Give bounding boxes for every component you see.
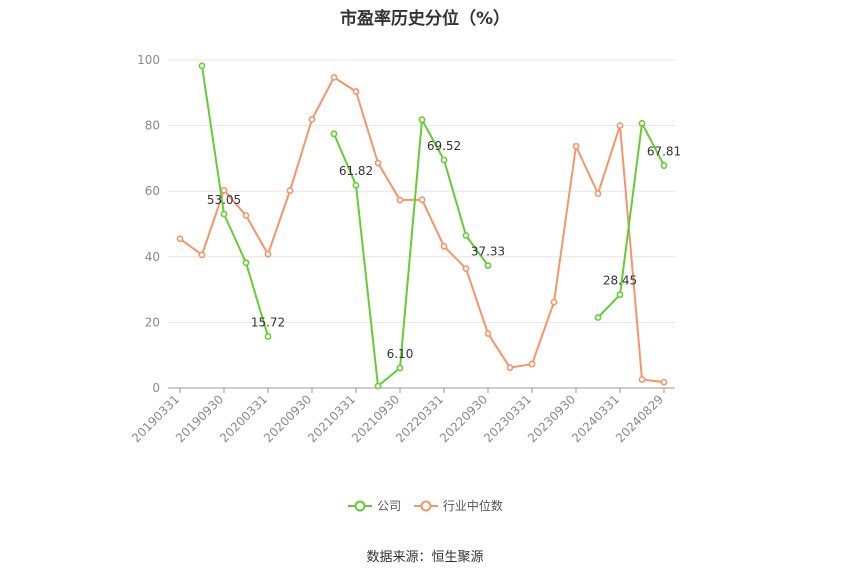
- y-tick-label-80: 80: [145, 119, 160, 133]
- y-tick-label-20: 20: [145, 315, 160, 329]
- data-label-company-20220331: 69.52: [427, 139, 461, 153]
- point-industry-median-20200930: [308, 115, 316, 123]
- point-company-20200331: [264, 333, 272, 340]
- legend-swatch-industry-median: [413, 500, 438, 511]
- point-industry-median-20220930: [484, 330, 492, 337]
- point-industry-median-20230630: [550, 298, 558, 306]
- legend-label-industry-median: 行业中位数: [442, 499, 503, 513]
- point-industry-median-20220630: [462, 265, 470, 273]
- point-company-20201231: [330, 130, 338, 138]
- legend-label-company: 公司: [377, 499, 402, 513]
- point-industry-median-20230930: [572, 142, 580, 150]
- point-industry-median-20201231: [330, 73, 338, 81]
- data-label-company-20220930: 37.33: [471, 245, 505, 259]
- point-industry-median-20190331: [176, 235, 184, 243]
- point-industry-median-20230331: [528, 360, 536, 368]
- y-tick-label-60: 60: [145, 184, 160, 198]
- data-label-company-20190930: 53.05: [207, 193, 241, 207]
- point-company-20220930: [484, 262, 492, 269]
- point-industry-median-20221231: [506, 364, 514, 372]
- point-company-20211231: [418, 116, 426, 124]
- point-company-20210630: [374, 382, 382, 390]
- chart-plot: 0204060801002019033120190930202003312020…: [129, 53, 681, 445]
- point-industry-median-20231231: [594, 190, 602, 197]
- y-tick-label-40: 40: [145, 250, 160, 264]
- data-label-company-20200331: 15.72: [251, 315, 285, 329]
- point-industry-median-20240331: [616, 122, 624, 129]
- point-industry-median-20190630: [198, 251, 206, 259]
- point-company-20191231: [242, 259, 250, 267]
- y-tick-label-100: 100: [137, 53, 160, 67]
- series-line-company-0: [201, 65, 269, 337]
- point-industry-median-20210930: [396, 196, 404, 204]
- legend-swatch-company: [348, 500, 373, 511]
- point-industry-median-20220331: [440, 242, 448, 250]
- point-industry-median-20200630: [286, 187, 294, 194]
- point-company-20210930: [396, 364, 404, 372]
- chart-title: 市盈率历史分位（%）: [339, 9, 511, 29]
- point-industry-median-20240829: [660, 378, 668, 386]
- point-industry-median-20240630: [638, 376, 646, 383]
- point-company-20240331: [616, 291, 624, 299]
- x-tick-label-20240829: 20240829: [613, 392, 666, 445]
- point-company-20210331: [352, 181, 360, 189]
- source-note: 数据来源：恒生聚源: [366, 550, 484, 565]
- point-company-20190630: [198, 62, 206, 70]
- legend-item-industry-median[interactable]: 行业中位数: [413, 497, 503, 514]
- data-label-company-20240331: 28.45: [603, 274, 637, 288]
- point-industry-median-20210331: [352, 88, 360, 95]
- series-lines: [176, 62, 668, 390]
- point-company-20220331: [440, 156, 448, 164]
- point-industry-median-20210630: [374, 159, 382, 167]
- point-company-20240829: [660, 162, 668, 169]
- point-industry-median-20191231: [242, 212, 250, 219]
- series-line-company-2: [597, 122, 665, 319]
- legend: 公司 行业中位数: [0, 497, 850, 514]
- data-labels: 53.05 15.72 61.82 6.10 69.52 37.33 28.45 67.81: [207, 139, 681, 361]
- point-company-20240630: [638, 119, 646, 127]
- y-tick-label-0: 0: [152, 381, 160, 395]
- axes: 0204060801002019033120190930202003312020…: [129, 53, 675, 445]
- point-company-20220630: [462, 232, 470, 239]
- data-label-company-20210331: 61.82: [339, 164, 373, 178]
- data-label-company-20240829: 67.81: [647, 145, 681, 159]
- series-line-company-1: [333, 118, 489, 388]
- point-company-20231231: [594, 314, 602, 321]
- point-industry-median-20200331: [264, 250, 272, 258]
- legend-item-company[interactable]: 公司: [347, 497, 401, 514]
- point-industry-median-20211231: [418, 196, 426, 204]
- point-company-20190930: [220, 210, 228, 218]
- data-label-company-20210930: 6.10: [387, 347, 414, 361]
